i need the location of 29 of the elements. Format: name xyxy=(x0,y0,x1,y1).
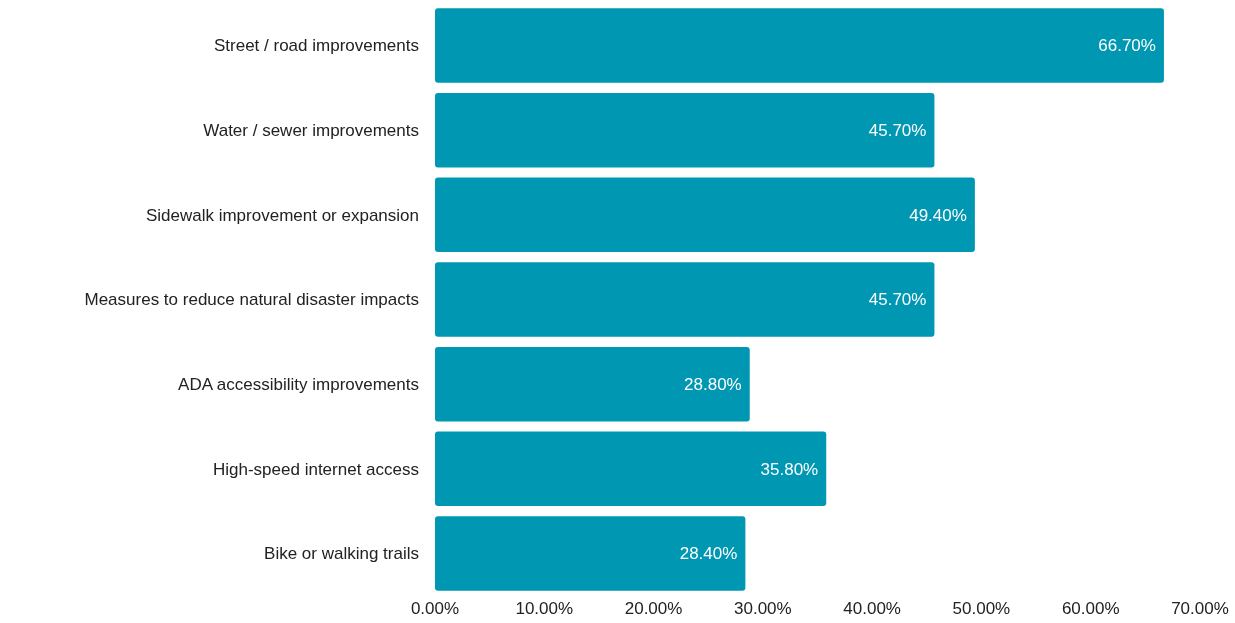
bar xyxy=(435,262,935,337)
data-label: 45.70% xyxy=(868,290,927,310)
y-tick-label: ADA accessibility improvements xyxy=(178,375,419,395)
x-tick-label: 20.00% xyxy=(624,599,683,618)
y-tick-label: Street / road improvements xyxy=(213,36,419,56)
x-tick-label: 30.00% xyxy=(734,599,792,618)
y-tick-label: Sidewalk improvement or expansion xyxy=(145,205,419,225)
data-label: 49.40% xyxy=(909,205,967,225)
x-tick-label: 0.00% xyxy=(410,599,460,618)
x-tick-label: 10.00% xyxy=(515,599,574,618)
bar xyxy=(435,516,746,591)
y-tick-label: Bike or walking trails xyxy=(264,544,419,564)
y-tick-label: Water / sewer improvements xyxy=(203,121,419,141)
x-tick-label: 60.00% xyxy=(1061,599,1120,618)
bar xyxy=(435,92,935,168)
bar xyxy=(435,8,1164,83)
data-label: 28.80% xyxy=(684,375,742,395)
data-label: 66.70% xyxy=(1098,36,1156,56)
bar xyxy=(435,431,827,507)
bar xyxy=(435,177,975,253)
x-tick-label: 70.00% xyxy=(1171,599,1229,618)
data-label: 35.80% xyxy=(760,459,819,479)
data-label: 28.40% xyxy=(679,544,738,564)
bar xyxy=(435,346,750,422)
x-tick-label: 40.00% xyxy=(843,599,901,618)
y-tick-label: Measures to reduce natural disaster impacts xyxy=(84,290,419,310)
data-label: 45.70% xyxy=(868,121,927,141)
x-tick-label: 50.00% xyxy=(952,599,1011,618)
y-tick-label: High-speed internet access xyxy=(212,459,419,479)
